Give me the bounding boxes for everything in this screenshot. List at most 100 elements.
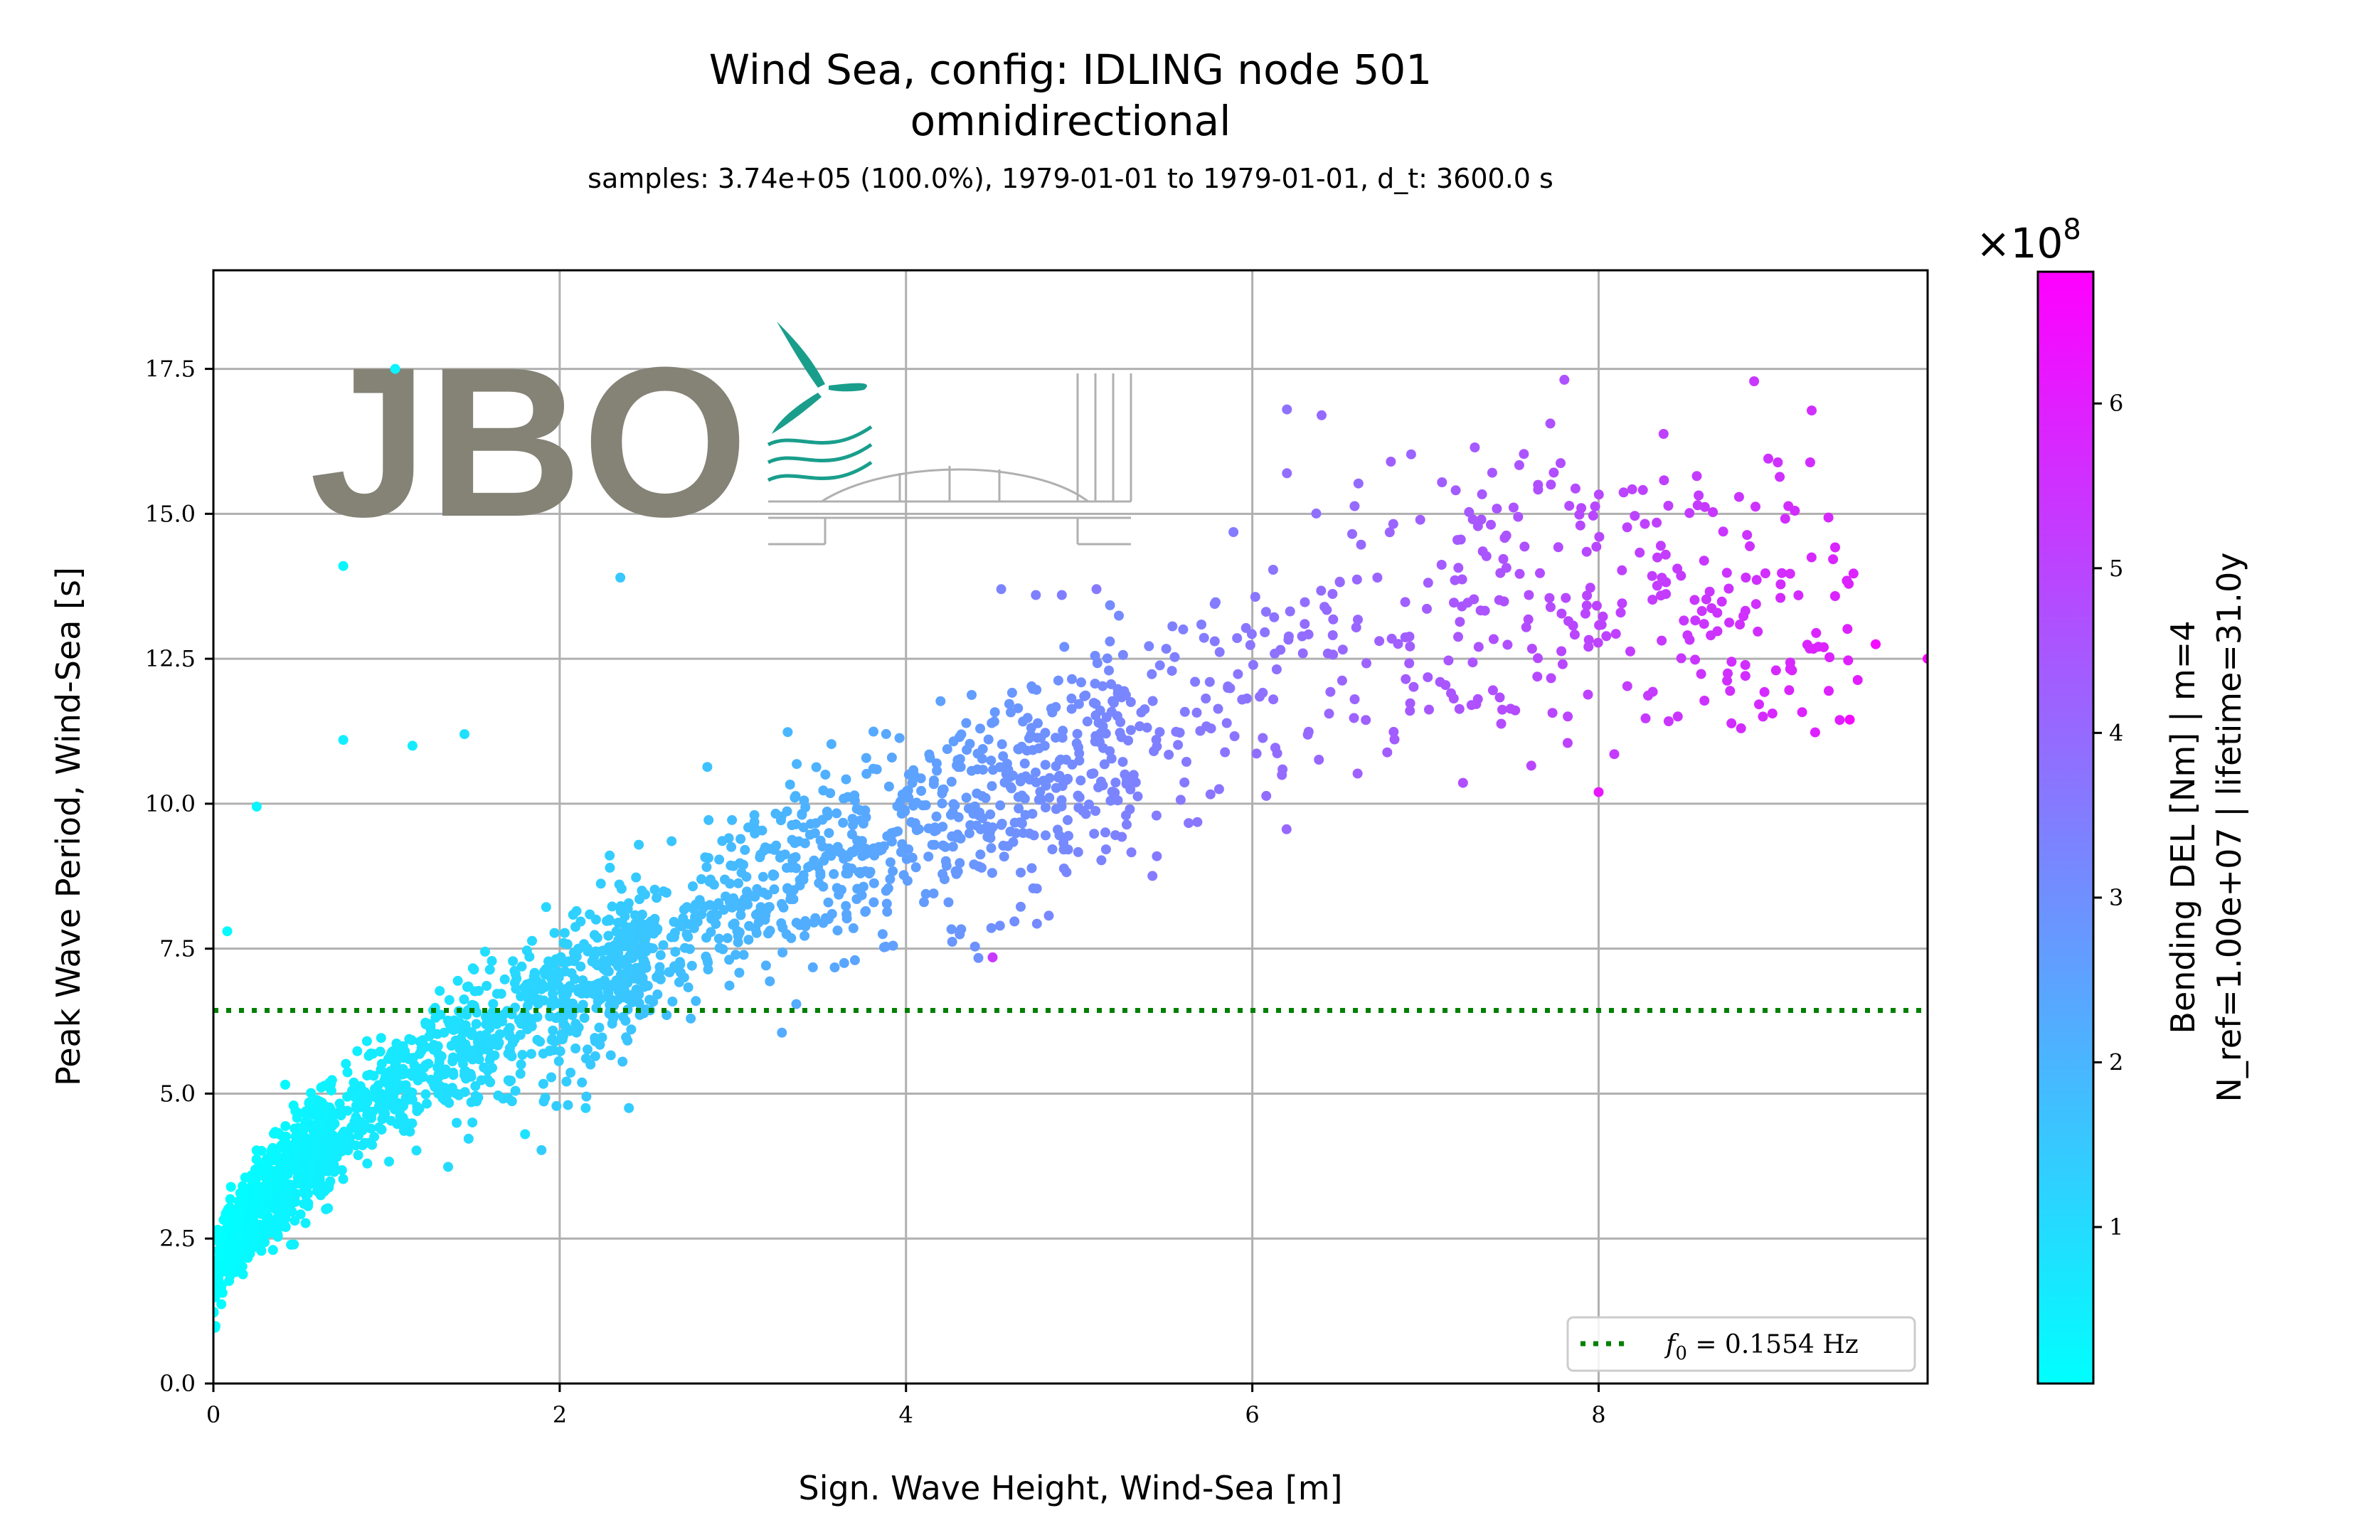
scatter-point: [551, 954, 561, 965]
scatter-point: [911, 797, 922, 808]
scatter-point: [1101, 712, 1112, 723]
scatter-point: [1220, 747, 1231, 758]
scatter-point: [376, 1125, 387, 1135]
scatter-point: [1258, 733, 1268, 743]
scatter-point: [474, 986, 484, 996]
scatter-point: [964, 828, 974, 839]
scatter-point: [768, 871, 778, 881]
scatter-point: [777, 1027, 787, 1038]
scatter-point: [1486, 519, 1496, 530]
colorbar: 1 2 3 4 5 6 ×108 Bending DEL [Nm] | m=4 N_ref…: [1976, 213, 2249, 1385]
scatter-point: [829, 962, 840, 972]
scatter-point: [1063, 814, 1073, 825]
scatter-point: [1561, 593, 1571, 603]
scatter-point: [616, 883, 627, 894]
scatter-point: [360, 1087, 371, 1098]
scatter-point: [490, 1016, 500, 1026]
scatter-point: [1044, 792, 1055, 803]
scatter-point: [1740, 659, 1751, 670]
scatter-point: [629, 973, 639, 984]
scatter-point: [649, 884, 660, 895]
scatter-point: [617, 1056, 628, 1067]
scatter-point: [889, 827, 900, 838]
scatter-point: [1204, 676, 1215, 687]
scatter-point: [1575, 520, 1585, 531]
scatter-point: [1570, 483, 1581, 494]
y-tick-label: 2.5: [159, 1225, 196, 1252]
scatter-point: [355, 1123, 366, 1134]
scatter-point: [579, 979, 590, 989]
scatter-point: [391, 1039, 402, 1048]
scatter-point: [1415, 514, 1425, 525]
scatter-point: [1699, 696, 1710, 706]
scatter-point: [1031, 918, 1042, 929]
scatter-point: [1388, 726, 1399, 737]
scatter-point: [564, 1026, 575, 1036]
scatter-point: [1508, 502, 1519, 513]
scatter-point: [923, 851, 934, 862]
scatter-point: [943, 897, 954, 908]
scatter-point: [1016, 818, 1027, 829]
scatter-point: [1349, 694, 1360, 704]
scatter-point: [1151, 735, 1162, 745]
scatter-point-outlier: [251, 802, 262, 812]
scatter-point: [1382, 747, 1393, 758]
scatter-point: [1455, 617, 1465, 627]
scatter-point: [1040, 760, 1051, 770]
scatter-point: [213, 1307, 219, 1318]
scatter-point: [727, 814, 738, 825]
scatter-point: [763, 928, 773, 939]
scatter-point: [1046, 703, 1056, 714]
scatter-point: [432, 1062, 443, 1073]
scatter-point: [289, 1216, 300, 1226]
scatter-point-outlier: [1091, 584, 1102, 595]
scatter-point: [1487, 467, 1497, 478]
y-tick-label: 17.5: [145, 356, 196, 383]
scatter-point: [1117, 649, 1128, 660]
scatter-point: [807, 962, 818, 972]
wind-turbine-logo-icon: [772, 322, 867, 434]
scatter-point: [362, 1071, 373, 1081]
scatter-point: [839, 793, 849, 804]
scatter-point: [1033, 718, 1043, 728]
scatter-point: [728, 861, 739, 871]
scatter-point: [1408, 681, 1419, 692]
scatter-point: [562, 999, 573, 1009]
scatter-point: [815, 870, 826, 881]
scatter-point: [1250, 592, 1260, 602]
scatter-point: [1521, 622, 1531, 632]
scatter-point: [1494, 692, 1505, 703]
scatter-point: [1625, 646, 1635, 657]
scatter-point: [832, 846, 842, 856]
scatter-point: [777, 947, 788, 957]
scatter-point: [778, 902, 789, 913]
scatter-point: [585, 909, 595, 920]
colorbar-label-line1: Bending DEL [Nm] | m=4: [2164, 620, 2203, 1034]
scatter-point: [233, 1234, 244, 1245]
scatter-point: [462, 982, 472, 992]
scatter-point: [1372, 573, 1383, 583]
scatter-point: [575, 916, 586, 927]
scatter-point: [977, 753, 987, 764]
scatter-point: [1246, 629, 1257, 639]
scatter-point: [1454, 703, 1465, 714]
scatter-point: [1142, 722, 1152, 733]
scatter-point: [300, 1218, 311, 1228]
scatter-point: [942, 744, 952, 755]
scatter-point: [336, 1105, 347, 1115]
scatter-point: [930, 839, 940, 850]
scatter-point: [1564, 501, 1575, 511]
scatter-point: [1696, 669, 1706, 679]
scatter-point: [713, 933, 724, 944]
scatter-point: [1759, 686, 1770, 697]
scatter-point: [1457, 777, 1468, 788]
scatter-point: [452, 975, 463, 986]
scatter-point: [824, 843, 834, 854]
scatter-point: [1448, 694, 1459, 703]
scatter-point: [1424, 704, 1434, 715]
scatter-point: [1029, 830, 1039, 841]
scatter-point: [894, 733, 905, 743]
scatter-point: [696, 874, 706, 884]
scatter-point: [769, 844, 780, 855]
scatter-point: [528, 989, 538, 999]
